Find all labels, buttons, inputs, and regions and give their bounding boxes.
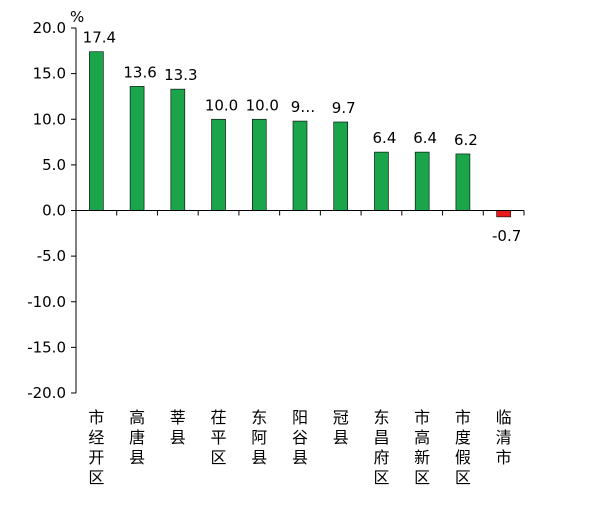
category-label: 昌 <box>373 428 389 447</box>
category-label: 临 <box>496 408 512 427</box>
data-label: 6.2 <box>454 131 478 149</box>
bar <box>455 153 471 211</box>
category-label: 平 <box>211 428 227 447</box>
data-label: -0.7 <box>492 227 521 245</box>
category-label: 县 <box>333 428 349 447</box>
bar <box>292 120 308 211</box>
data-label: 10.0 <box>205 96 238 114</box>
bar <box>414 151 430 211</box>
category-label: 度 <box>455 428 471 447</box>
category-label: 区 <box>455 468 471 487</box>
bar <box>129 86 145 211</box>
category-label: 区 <box>88 468 104 487</box>
category-label: 东 <box>251 408 267 427</box>
y-tick-label: -15.0 <box>27 338 66 356</box>
data-label: 17.4 <box>83 29 116 47</box>
bar <box>211 118 226 211</box>
unit-label: % <box>70 8 84 26</box>
y-tick-label: 0.0 <box>42 202 66 220</box>
category-label: 市 <box>496 448 512 467</box>
y-axis: 20.0 15.0 10.0 5.0 0.0 -5.0 -10.0 -15.0 -20.0% <box>27 8 84 402</box>
category-label: 府 <box>373 448 389 467</box>
data-label: 9.7 <box>332 99 356 117</box>
category-label: 市 <box>414 408 430 427</box>
category-label: 县 <box>129 448 145 467</box>
category-label: 县 <box>170 428 186 447</box>
y-tick-label: -5.0 <box>37 247 66 265</box>
category-label: 县 <box>292 448 308 467</box>
bar <box>374 151 389 211</box>
data-label: 9… <box>291 98 316 116</box>
category-label: 高 <box>414 428 430 447</box>
category-label: 开 <box>88 448 104 467</box>
category-label: 阿 <box>251 428 267 447</box>
y-tick-label: 10.0 <box>33 110 66 128</box>
category-label: 高 <box>129 408 145 427</box>
category-label: 谷 <box>292 428 308 447</box>
y-tick-label: 15.0 <box>33 65 66 83</box>
bar <box>496 210 511 218</box>
data-label: 13.3 <box>164 66 197 84</box>
category-label: 县 <box>251 448 267 467</box>
category-label: 茌 <box>211 408 227 427</box>
data-label: 10.0 <box>246 96 279 114</box>
category-label: 阳 <box>292 408 308 427</box>
category-label: 东 <box>373 408 389 427</box>
category-label: 新 <box>414 448 430 467</box>
x-axis <box>75 210 525 216</box>
y-tick-label: 20.0 <box>33 19 66 37</box>
bar <box>333 121 349 211</box>
category-label: 唐 <box>129 428 145 447</box>
data-label: 6.4 <box>413 129 437 147</box>
category-label: 莘 <box>170 408 186 427</box>
category-label: 冠 <box>333 408 349 427</box>
data-label: 6.4 <box>373 129 397 147</box>
bar <box>170 88 186 211</box>
data-label: 13.6 <box>123 63 156 81</box>
category-label: 区 <box>211 448 227 467</box>
category-label: 区 <box>373 468 389 487</box>
y-tick-label: -10.0 <box>27 293 66 311</box>
bars <box>89 51 511 218</box>
category-label: 清 <box>496 428 512 447</box>
y-tick-label: -20.0 <box>27 384 66 402</box>
category-label: 假 <box>455 448 471 467</box>
data-labels: 17.4 13.6 13.3 10.0 10.0 9… 9.7 6.4 6.4 6.2 -0.7 <box>83 29 522 245</box>
category-label: 区 <box>414 468 430 487</box>
y-tick-label: 5.0 <box>42 156 66 174</box>
category-label: 市 <box>88 408 104 427</box>
bar <box>251 118 267 211</box>
category-label: 市 <box>455 408 471 427</box>
bar <box>89 51 104 211</box>
category-label: 经 <box>88 428 104 447</box>
